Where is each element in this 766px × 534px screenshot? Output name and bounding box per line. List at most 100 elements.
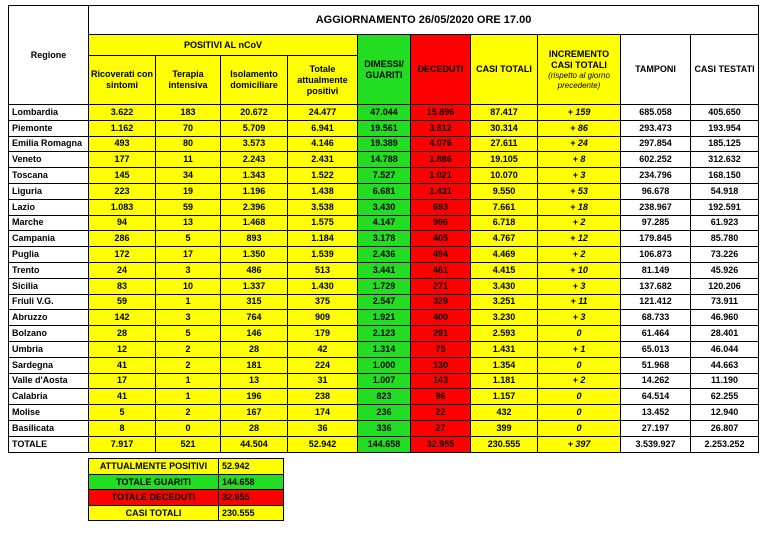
value-cell: 2 (155, 340, 221, 358)
value-cell: + 24 (537, 135, 621, 153)
value-cell: 2.243 (220, 151, 288, 169)
region-cell: Veneto (8, 151, 89, 169)
value-cell: 2.431 (287, 151, 358, 169)
value-cell: 179.845 (620, 230, 691, 248)
value-cell: + 11 (537, 293, 621, 311)
column-header-text: CASI TESTATI (694, 64, 755, 74)
value-cell: 312.632 (689, 151, 760, 169)
value-cell: 293.473 (620, 119, 691, 137)
value-cell: 521 (155, 435, 221, 453)
value-cell: 143 (410, 372, 471, 390)
region-cell: Toscana (8, 167, 89, 184)
value-cell: 3.573 (220, 135, 288, 153)
value-cell: 7.661 (470, 198, 538, 216)
value-cell: 121.412 (620, 293, 691, 311)
value-cell: 196 (220, 388, 288, 406)
value-cell: 0 (537, 404, 621, 421)
value-cell: 5.709 (220, 119, 288, 137)
summary-value: 52.942 (218, 458, 284, 475)
region-cell: Emilia Romagna (8, 135, 89, 153)
value-cell: 4.767 (470, 230, 538, 248)
value-cell: 52.942 (287, 435, 358, 453)
value-cell: 4.415 (470, 261, 538, 279)
value-cell: 1.468 (220, 214, 288, 232)
value-cell: 142 (88, 309, 156, 327)
summary-value: 230.555 (218, 504, 284, 521)
value-cell: 893 (220, 230, 288, 248)
value-cell: 54.918 (689, 182, 760, 200)
value-cell: + 10 (537, 261, 621, 279)
value-cell: 28 (220, 340, 288, 358)
value-cell: + 3 (537, 167, 621, 184)
value-cell: 3 (155, 309, 221, 327)
value-cell: 1.196 (220, 182, 288, 200)
value-cell: 28 (88, 325, 156, 342)
value-cell: 42 (287, 340, 358, 358)
column-header: TAMPONI (620, 34, 691, 105)
value-cell: 230.555 (470, 435, 538, 453)
table-row: Lazio 1.083 59 2.396 3.538 3.430 693 7.661 + 18 2… (8, 198, 760, 216)
value-cell: 68.733 (620, 309, 691, 327)
value-cell: 4.076 (410, 135, 471, 153)
region-cell: Sicilia (8, 277, 89, 295)
group-header: POSITIVI AL nCoV (88, 34, 358, 56)
value-cell: 0 (537, 388, 621, 406)
table-row: Friuli V.G. 59 1 315 375 2.547 329 3.251 + 11 121… (8, 293, 760, 311)
column-header-text: INCREMENTO CASI TOTALI (548, 48, 610, 70)
value-cell: 236 (357, 404, 411, 421)
value-cell: + 2 (537, 246, 621, 263)
value-cell: 3.812 (410, 119, 471, 137)
value-cell: 181 (220, 356, 288, 374)
table-row: Veneto 177 11 2.243 2.431 14.788 1.886 19.105 + … (8, 151, 760, 169)
value-cell: 1.539 (287, 246, 358, 263)
value-cell: 0 (537, 356, 621, 374)
value-cell: 823 (357, 388, 411, 406)
value-cell: 909 (287, 309, 358, 327)
table-row: Basilicata 8 0 28 36 336 27 399 0 27.197 26.807 (8, 419, 760, 437)
value-cell: 399 (470, 419, 538, 437)
value-cell: 224 (287, 356, 358, 374)
value-cell: 14.262 (620, 372, 691, 390)
summary-label: TOTALE DECEDUTI (88, 489, 219, 506)
value-cell: 1.157 (470, 388, 538, 406)
value-cell: 97.285 (620, 214, 691, 232)
value-cell: 2.396 (220, 198, 288, 216)
value-cell: 10 (155, 277, 221, 295)
value-cell: 41 (88, 388, 156, 406)
value-cell: 44.504 (220, 435, 288, 453)
value-cell: 64.514 (620, 388, 691, 406)
header-row: POSITIVI AL nCoV DIMESSI/ GUARITI DECEDUTI… (9, 34, 760, 105)
region-cell: Sardegna (8, 356, 89, 374)
region-cell: Liguria (8, 182, 89, 200)
value-cell: 44.663 (689, 356, 760, 374)
table-row: Toscana 145 34 1.343 1.522 7.527 1.021 10.070 + … (8, 167, 760, 184)
value-cell: 19.389 (357, 135, 411, 153)
value-cell: 168.150 (689, 167, 760, 184)
table-row: Liguria 223 19 1.196 1.438 6.681 1.431 9.550 + 5… (8, 182, 760, 200)
value-cell: 7.527 (357, 167, 411, 184)
value-cell: + 397 (537, 435, 621, 453)
value-cell: 6.941 (287, 119, 358, 137)
summary-row: TOTALE GUARITI 144.658 (88, 473, 284, 490)
value-cell: 405 (410, 230, 471, 248)
table-row: Calabria 41 1 196 238 823 96 1.157 0 64.514 62.255 (8, 388, 760, 406)
value-cell: 513 (287, 261, 358, 279)
value-cell: 1.343 (220, 167, 288, 184)
value-cell: 1.314 (357, 340, 411, 358)
value-cell: 336 (357, 419, 411, 437)
summary-table: ATTUALMENTE POSITIVI 52.942 TOTALE GUARITI… (88, 458, 284, 521)
header-row: Ricoverati con sintomi Terapia intensiva I… (9, 55, 759, 105)
region-cell: Valle d'Aosta (8, 372, 89, 390)
table-row: Lombardia 3.622 183 20.672 24.477 47.044 15.89… (8, 104, 760, 121)
value-cell: 87.417 (470, 104, 538, 121)
summary-row: ATTUALMENTE POSITIVI 52.942 (88, 458, 284, 475)
value-cell: 0 (537, 419, 621, 437)
value-cell: 94 (88, 214, 156, 232)
column-header: INCREMENTO CASI TOTALI (rispetto al giorn… (537, 34, 621, 105)
value-cell: 486 (220, 261, 288, 279)
column-header: DIMESSI/ GUARITI (357, 34, 411, 105)
region-cell: Lazio (8, 198, 89, 216)
value-cell: 1.921 (357, 309, 411, 327)
value-cell: 145 (88, 167, 156, 184)
value-cell: 461 (410, 261, 471, 279)
